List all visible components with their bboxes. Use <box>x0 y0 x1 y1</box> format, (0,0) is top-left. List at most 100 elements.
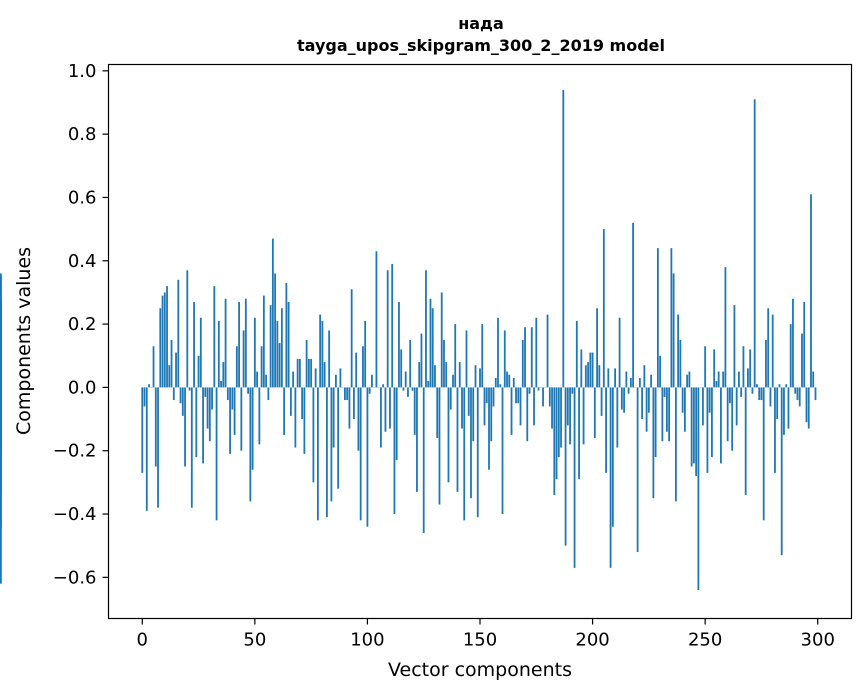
bar-29 <box>206 387 209 429</box>
bar-106 <box>380 387 382 448</box>
bar-146 <box>470 387 472 499</box>
bar-57 <box>269 305 272 388</box>
bar-208 <box>609 387 612 568</box>
bar-75 <box>310 358 313 388</box>
bar-215 <box>625 371 628 388</box>
bar-296 <box>807 387 810 429</box>
bar-126 <box>425 270 427 388</box>
bar-216 <box>627 387 630 394</box>
bar-241 <box>683 387 686 432</box>
bar-211 <box>616 387 619 448</box>
bar-22 <box>190 387 193 508</box>
bar-35 <box>220 381 222 388</box>
bar-178 <box>542 387 544 407</box>
bar-191 <box>571 387 574 394</box>
bar-199 <box>589 352 592 388</box>
bar-273 <box>756 384 758 388</box>
bar-171 <box>526 387 529 442</box>
bar-0 <box>141 387 144 473</box>
bar-278 <box>767 308 770 388</box>
bar-210 <box>614 368 616 388</box>
bar-203 <box>598 365 601 388</box>
bar-258 <box>722 371 725 388</box>
bar-224 <box>645 387 648 432</box>
bar-33 <box>215 387 218 521</box>
bar-51 <box>256 371 258 388</box>
y-tick-label: 0.2 <box>68 314 97 335</box>
plot-frame <box>107 63 853 620</box>
bar-231 <box>661 387 664 442</box>
bar-228 <box>654 387 657 458</box>
bar-245 <box>692 387 695 464</box>
bar-64 <box>285 282 288 388</box>
bar-37 <box>224 298 227 388</box>
bar-255 <box>715 381 718 388</box>
bar-79 <box>319 314 322 388</box>
bar-226 <box>650 374 653 388</box>
bar-125 <box>422 387 425 534</box>
bar-134 <box>443 339 445 388</box>
bar-140 <box>456 387 459 492</box>
bar-42 <box>235 346 238 388</box>
bar-204 <box>600 387 603 416</box>
bar-298 <box>812 371 815 388</box>
bar-213 <box>620 387 623 410</box>
bar-235 <box>670 248 673 388</box>
bar-169 <box>521 339 524 388</box>
bar-167 <box>517 387 520 404</box>
bar-16 <box>177 279 180 388</box>
bar-95 <box>355 352 358 388</box>
bar-133 <box>440 292 443 388</box>
bar-45 <box>242 330 245 388</box>
x-tick-label: 100 <box>350 630 384 651</box>
bar-280 <box>771 314 774 388</box>
bar-130 <box>434 365 436 388</box>
bar-218 <box>632 222 634 388</box>
bar-159 <box>499 384 502 388</box>
bar-14 <box>172 387 175 401</box>
bar-102 <box>371 374 373 388</box>
bar-166 <box>515 387 517 404</box>
y-tick-label: −0.4 <box>53 504 97 525</box>
bar-168 <box>519 387 522 426</box>
bar-21 <box>188 387 191 391</box>
bar-152 <box>483 387 486 426</box>
bar-261 <box>729 387 731 404</box>
bar-87 <box>337 387 340 489</box>
bar-266 <box>740 387 743 397</box>
bar-60 <box>276 320 279 388</box>
bar-270 <box>749 349 752 388</box>
bar-69 <box>296 358 299 388</box>
bar-92 <box>348 387 351 429</box>
bar-187 <box>562 89 565 388</box>
bar-136 <box>447 387 450 483</box>
x-tick-label: 150 <box>463 630 497 651</box>
bar-20 <box>186 270 189 388</box>
bar-182 <box>551 387 553 429</box>
bar-27 <box>202 387 204 464</box>
y-tick-label: 0.8 <box>68 124 97 145</box>
bar-267 <box>742 346 745 388</box>
bar-54 <box>262 295 265 388</box>
bar-129 <box>431 308 434 388</box>
bar-239 <box>679 339 682 388</box>
bar-291 <box>796 387 799 401</box>
bar-44 <box>240 387 243 451</box>
bar-287 <box>787 387 790 429</box>
bar-30 <box>208 387 211 442</box>
bar-127 <box>427 381 430 388</box>
bar-145 <box>467 387 470 416</box>
bar-53 <box>260 346 263 388</box>
bar-207 <box>607 368 610 388</box>
bar-undefined <box>0 324 2 388</box>
bar-265 <box>738 371 740 388</box>
bar-76 <box>312 387 315 483</box>
bar-277 <box>765 339 767 388</box>
bar-26 <box>199 317 202 388</box>
bar-131 <box>436 387 439 439</box>
bar-70 <box>298 358 301 388</box>
bar-132 <box>438 387 441 505</box>
bar-290 <box>794 387 797 394</box>
bar-285 <box>783 387 785 435</box>
bar-194 <box>578 387 580 480</box>
